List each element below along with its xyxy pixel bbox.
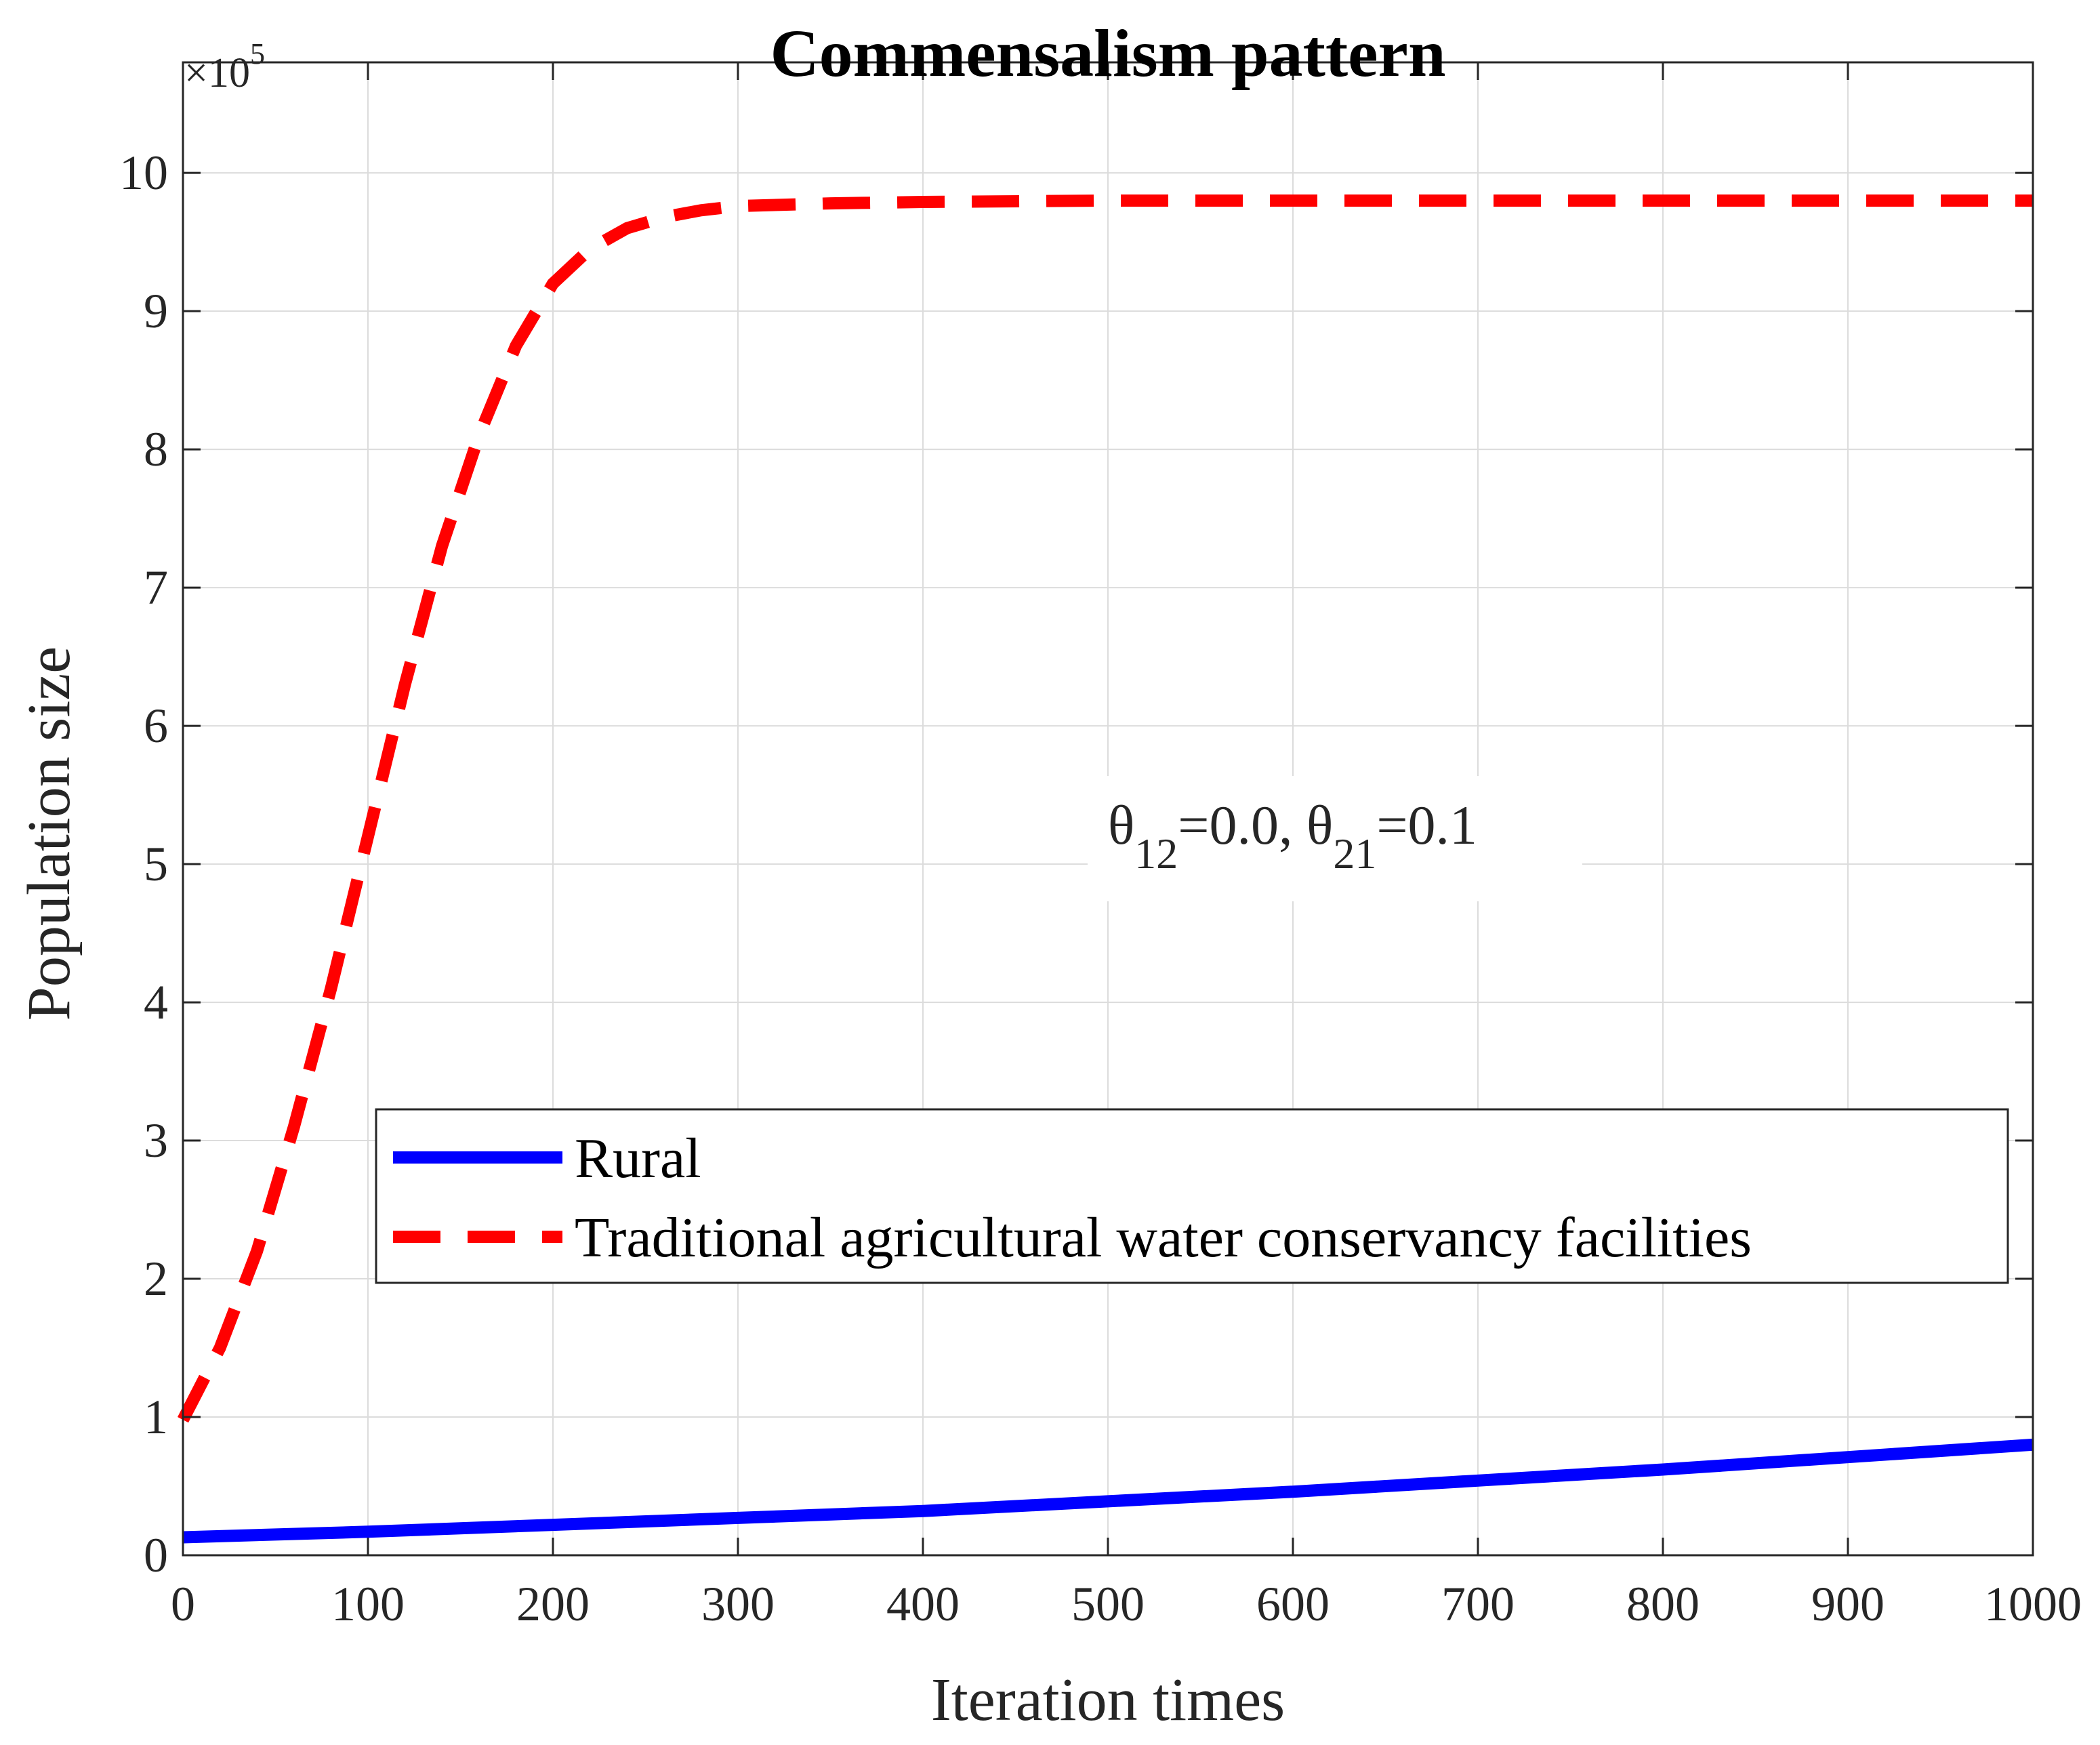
annotation-sub-1: 12 bbox=[1134, 829, 1178, 878]
x-tick-label: 0 bbox=[171, 1577, 195, 1631]
annotation-mid: =0.0, bbox=[1178, 794, 1306, 856]
series-line-rural bbox=[182, 1438, 2034, 1544]
y-tick-label: 5 bbox=[144, 837, 168, 891]
legend: Rural Traditional agricultural water con… bbox=[375, 1108, 2009, 1284]
legend-box bbox=[375, 1108, 2009, 1284]
y-tick-label: 7 bbox=[144, 560, 168, 615]
chart-title: Commensalism pattern bbox=[770, 16, 1445, 91]
x-tick-labels: 0 100 200 300 400 500 600 700 800 900 1000 bbox=[171, 1577, 2082, 1631]
y-tick-label: 1 bbox=[144, 1390, 168, 1444]
y-tick-label: 8 bbox=[144, 422, 168, 476]
y-axis-label: Population size bbox=[16, 646, 83, 1021]
y-tick-label: 0 bbox=[144, 1528, 168, 1582]
y-tick-labels: 0 1 2 3 4 5 6 7 8 9 10 bbox=[119, 146, 168, 1582]
y-tick-label: 2 bbox=[144, 1252, 168, 1306]
series-line-traditional bbox=[177, 194, 2033, 1423]
parameter-annotation: θ12=0.0, θ21=0.1 bbox=[1088, 776, 1582, 901]
y-tick-label: 4 bbox=[144, 975, 168, 1029]
annotation-text: θ12=0.0, θ21=0.1 bbox=[1108, 794, 1477, 878]
annotation-background bbox=[1088, 776, 1582, 901]
annotation-sub-2: 21 bbox=[1333, 829, 1376, 878]
legend-label-rural: Rural bbox=[575, 1127, 701, 1190]
x-tick-label: 1000 bbox=[1984, 1577, 2082, 1631]
y-exponent-label: ×105 bbox=[184, 37, 265, 96]
y-tick-label: 3 bbox=[144, 1113, 168, 1168]
x-axis-label: Iteration times bbox=[931, 1666, 1285, 1733]
annotation-end: =0.1 bbox=[1376, 794, 1477, 856]
x-tick-label: 300 bbox=[701, 1577, 775, 1631]
annotation-theta-2: θ bbox=[1306, 794, 1333, 856]
x-tick-label: 400 bbox=[886, 1577, 960, 1631]
y-exponent-base: ×10 bbox=[184, 50, 250, 96]
y-tick-label: 9 bbox=[144, 284, 168, 338]
x-tick-label: 700 bbox=[1441, 1577, 1515, 1631]
x-tick-label: 100 bbox=[331, 1577, 405, 1631]
y-tick-label: 6 bbox=[144, 699, 168, 753]
tick-marks bbox=[182, 62, 2034, 1557]
x-tick-label: 600 bbox=[1256, 1577, 1330, 1631]
y-tick-label: 10 bbox=[119, 146, 168, 200]
x-tick-label: 500 bbox=[1071, 1577, 1145, 1631]
x-tick-label: 900 bbox=[1811, 1577, 1885, 1631]
annotation-theta-1: θ bbox=[1108, 794, 1134, 856]
legend-label-traditional: Traditional agricultural water conservan… bbox=[575, 1206, 1752, 1269]
x-tick-label: 200 bbox=[516, 1577, 590, 1631]
x-tick-label: 800 bbox=[1626, 1577, 1700, 1631]
series-layer bbox=[177, 194, 2034, 1544]
y-exponent-power: 5 bbox=[250, 37, 265, 70]
